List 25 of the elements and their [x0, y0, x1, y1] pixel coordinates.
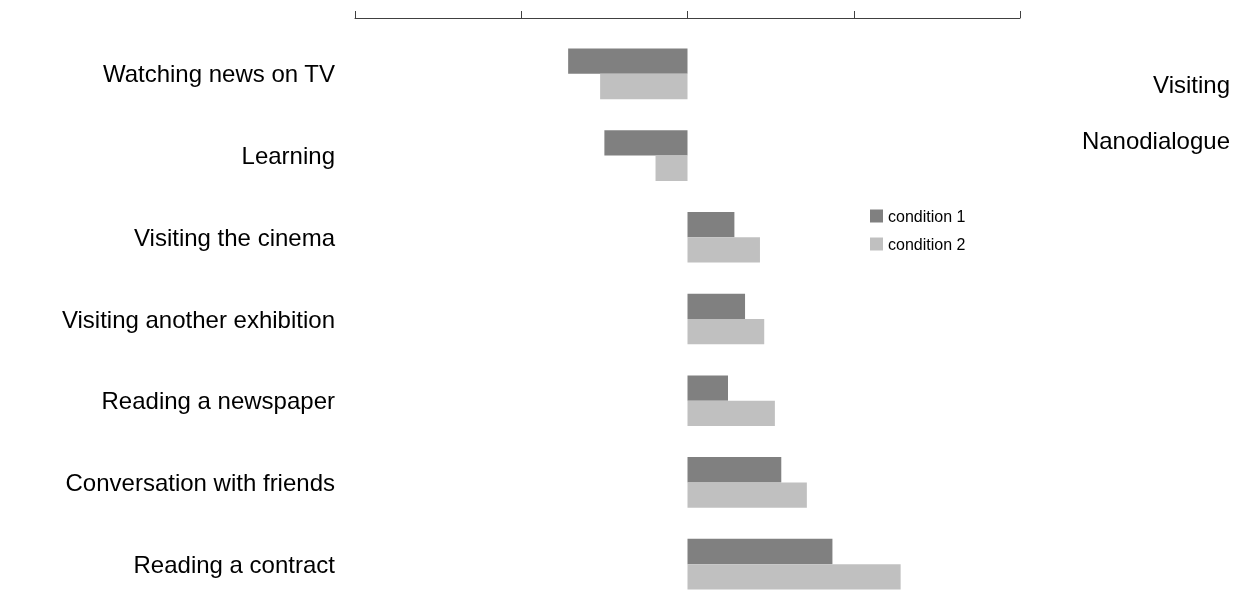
y-tick-label: Reading a newspaper [101, 387, 335, 415]
y-tick-label: Visiting the cinema [134, 223, 336, 251]
bar [687, 564, 901, 590]
bar [687, 457, 782, 483]
legend-label: condition 1 [888, 207, 966, 225]
bar [655, 155, 688, 181]
y-tick-label: Learning [241, 142, 335, 170]
bar [687, 319, 765, 345]
y-tick-label: Visiting another exhibition [61, 305, 335, 333]
bar [600, 73, 688, 100]
bar [687, 375, 728, 401]
text: Nanodialogue [1081, 126, 1230, 154]
bar [687, 400, 775, 427]
y-tick-label: Reading a contract [133, 550, 336, 578]
bar [687, 211, 735, 238]
bar [604, 130, 688, 156]
text: Visiting [1153, 70, 1230, 98]
bar [687, 293, 746, 319]
bar [687, 538, 833, 565]
bar [687, 237, 760, 263]
y-tick-label: Watching news on TV [102, 60, 335, 88]
y-tick-label: Conversation with friends [65, 468, 335, 496]
bar [687, 482, 807, 508]
bar [568, 48, 688, 74]
legend-label: condition 2 [888, 235, 966, 253]
